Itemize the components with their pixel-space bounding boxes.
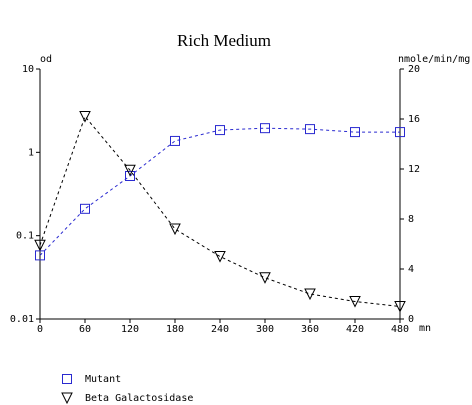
x-tick-label: 240 [211,324,229,335]
data-point [79,111,91,123]
data-point [395,127,405,138]
y-tick-label: 1 [28,147,34,158]
x-axis-label: mn [419,323,431,334]
x-tick-label: 60 [79,324,91,335]
y2-tick-label: 8 [408,214,414,225]
y-tick-label: 0.01 [10,314,34,325]
data-point [34,239,46,252]
series-line [39,127,400,256]
data-point [214,251,226,263]
y2-tick-label: 16 [408,114,420,125]
y2-tick-label: 20 [408,64,420,75]
data-point [215,125,225,136]
legend-label: Mutant [85,374,121,385]
x-tick-label: 300 [256,324,274,335]
data-point [304,288,316,301]
y-tick-label: 10 [22,64,34,75]
data-point [260,123,270,134]
x-tick-label: 360 [301,324,319,335]
y2-tick-label: 4 [408,264,414,275]
data-point [125,170,135,181]
x-tick-label: 120 [121,324,139,335]
data-point [259,272,271,284]
y2-tick-label: 0 [408,314,414,325]
data-point [80,203,90,214]
legend-marker [62,374,72,384]
legend-marker [61,392,73,405]
legend-label: Beta Galactosidase [85,393,193,404]
y-axis-label: od [40,54,52,65]
y2-axis-label: nmole/min/mg [398,54,470,65]
data-point [169,223,181,236]
y-tick-label: 0.1 [16,231,34,242]
x-tick-label: 480 [391,324,409,335]
data-point [394,301,406,313]
data-point [350,127,360,138]
data-point [170,135,180,146]
x-tick-label: 0 [37,324,43,335]
chart-title: Rich Medium [177,31,271,50]
y2-tick-label: 12 [408,164,420,175]
x-tick-label: 180 [166,324,184,335]
x-tick-label: 420 [346,324,364,335]
data-point [305,124,315,135]
series-line [39,115,401,307]
data-point [124,164,136,177]
data-point [349,296,361,308]
